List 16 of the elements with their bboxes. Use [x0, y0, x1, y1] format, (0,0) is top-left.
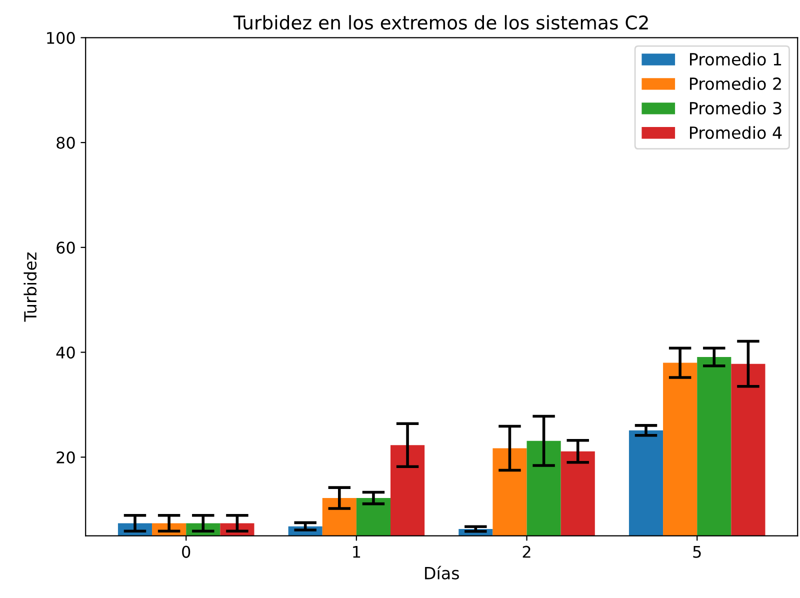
x-tick-label: 2 — [522, 546, 530, 558]
y-tick-label: 100 — [47, 32, 75, 44]
legend-label: Promedio 1 — [690, 52, 782, 66]
x-tick-label: 1 — [353, 546, 360, 558]
y-tick-label: 40 — [56, 346, 75, 359]
y-tick-label: 60 — [56, 242, 75, 254]
x-axis-title: Días — [425, 566, 459, 580]
legend-label: Promedio 2 — [690, 77, 781, 90]
x-tick-label: 0 — [182, 546, 190, 558]
legend-label: Promedio 3 — [690, 102, 782, 114]
y-axis-title: Turbidez — [24, 252, 37, 322]
y-tick-label: 20 — [56, 451, 75, 464]
x-tick-label: 5 — [693, 546, 701, 558]
chart-title: Turbidez en los extremos de los sistemas C2 — [233, 15, 648, 30]
legend-label: Promedio 4 — [690, 126, 782, 139]
y-tick-label: 80 — [56, 136, 75, 149]
